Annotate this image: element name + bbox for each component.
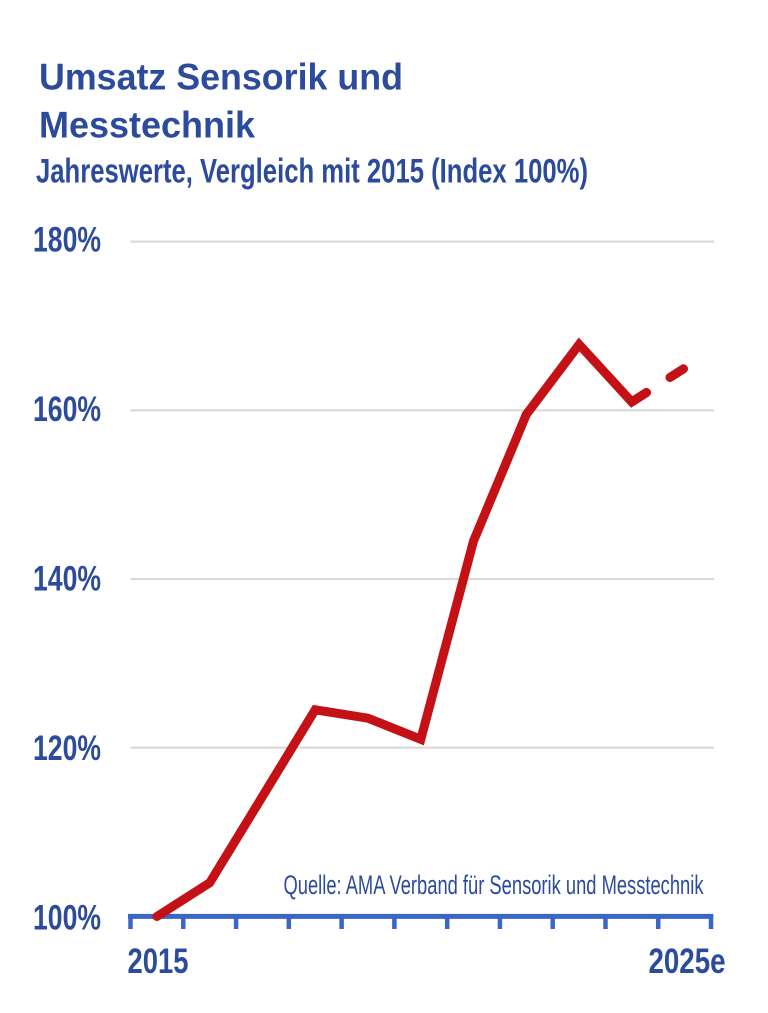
- svg-text:2025e: 2025e: [649, 942, 726, 981]
- svg-text:120%: 120%: [33, 729, 101, 768]
- svg-text:140%: 140%: [33, 559, 101, 598]
- svg-text:2015: 2015: [128, 942, 189, 981]
- svg-text:160%: 160%: [33, 390, 101, 429]
- svg-text:180%: 180%: [33, 221, 101, 260]
- svg-text:Quelle: AMA Verband für Sensor: Quelle: AMA Verband für Sensorik und Mes…: [284, 870, 704, 900]
- svg-text:Jahreswerte, Vergleich mit 201: Jahreswerte, Vergleich mit 2015 (Index 1…: [36, 152, 588, 190]
- svg-text:100%: 100%: [33, 898, 101, 937]
- svg-text:Umsatz Sensorik und: Umsatz Sensorik und: [39, 56, 403, 97]
- svg-text:Messtechnik: Messtechnik: [39, 105, 255, 146]
